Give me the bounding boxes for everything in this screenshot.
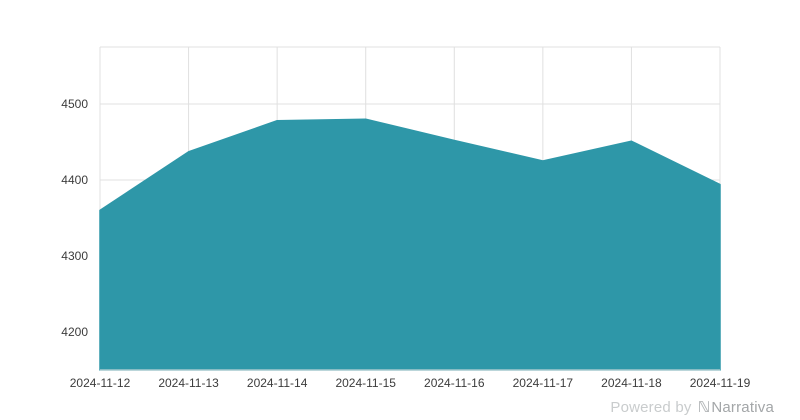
- narrativa-logo-icon: ℕ: [697, 399, 711, 416]
- area-series: [99, 118, 721, 371]
- x-tick-label: 2024-11-18: [601, 376, 662, 390]
- y-tick-label: 4500: [61, 97, 88, 111]
- y-tick-label: 4300: [61, 249, 88, 263]
- x-tick-label: 2024-11-17: [513, 376, 574, 390]
- x-tick-label: 2024-11-19: [690, 376, 751, 390]
- x-tick-label: 2024-11-13: [158, 376, 219, 390]
- y-tick-label: 4200: [61, 325, 88, 339]
- chart-attribution: Powered by ℕNarrativa: [610, 398, 774, 416]
- x-tick-label: 2024-11-16: [424, 376, 485, 390]
- brand-name[interactable]: Narrativa: [711, 399, 774, 416]
- y-tick-label: 4400: [61, 173, 88, 187]
- x-tick-label: 2024-11-14: [247, 376, 308, 390]
- powered-by-label: Powered by: [610, 399, 692, 416]
- x-tick-label: 2024-11-12: [70, 376, 131, 390]
- x-tick-label: 2024-11-15: [335, 376, 396, 390]
